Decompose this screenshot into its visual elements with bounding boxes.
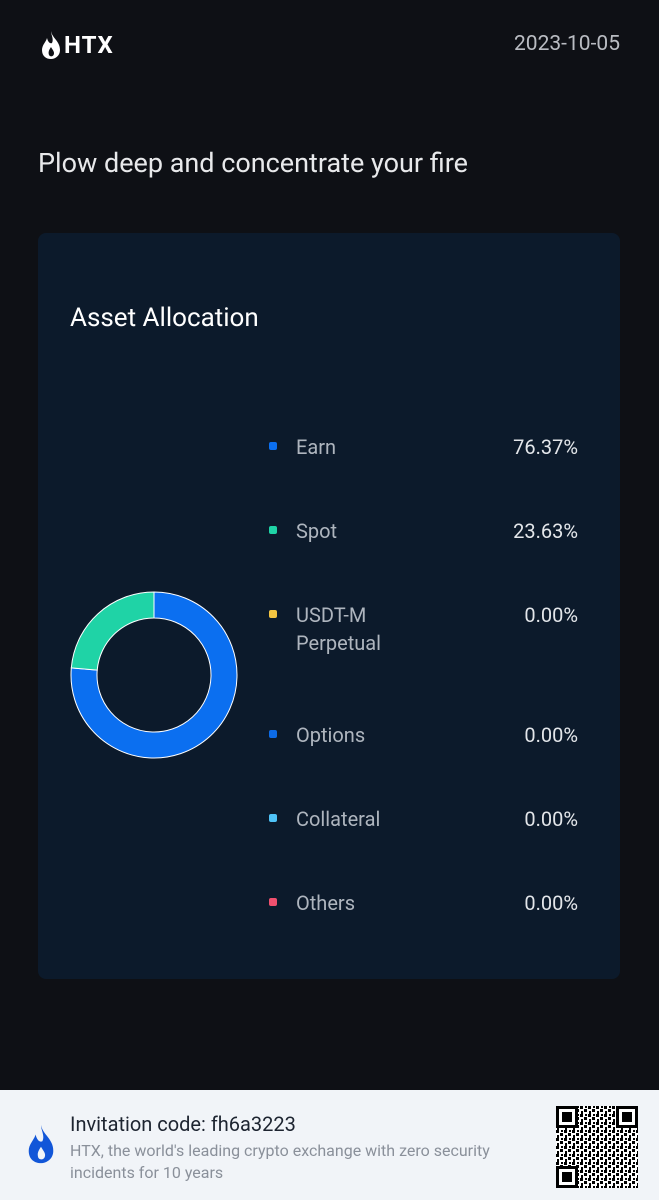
donut-chart (70, 591, 238, 759)
slogan: HTX, the world's leading crypto exchange… (70, 1141, 490, 1182)
legend-swatch (269, 898, 277, 906)
footer: Invitation code: fh6a3223 HTX, the world… (0, 1090, 659, 1200)
donut-slice (70, 591, 155, 671)
value-label: 0.00% (524, 807, 578, 831)
qr-code (556, 1106, 638, 1188)
value-label: 76.37% (513, 435, 578, 459)
legend-swatch (269, 814, 277, 822)
donut-slice (70, 591, 238, 759)
legend-swatch (269, 730, 277, 738)
logo-text: HTX (64, 31, 114, 59)
value-label: 0.00% (524, 891, 578, 915)
logo-flame (42, 31, 60, 59)
legend-label: Collateral (296, 807, 381, 831)
value-label: 0.00% (524, 603, 578, 627)
chart-title: Asset Allocation (70, 303, 259, 333)
tagline: Plow deep and concentrate your fire (38, 147, 468, 179)
value-label: 23.63% (513, 519, 578, 543)
invitation-code: Invitation code: fh6a3223 (70, 1112, 296, 1136)
value-label: 0.00% (524, 723, 578, 747)
legend-label: Options (296, 723, 366, 747)
date: 2023-10-05 (513, 32, 620, 56)
legend-label: Spot (296, 519, 338, 543)
legend-swatch (269, 442, 277, 450)
footer-logo (28, 1124, 54, 1164)
allocation-panel: Asset Allocation Earn 76.37% Spot 23.63% USD… (38, 233, 620, 979)
legend-label: Earn (296, 435, 337, 459)
legend-label: Others (296, 891, 356, 915)
logo: HTX (40, 30, 114, 60)
legend-swatch (269, 526, 277, 534)
legend-label: USDT-M Perpetual (296, 603, 382, 655)
legend-swatch (269, 610, 277, 618)
